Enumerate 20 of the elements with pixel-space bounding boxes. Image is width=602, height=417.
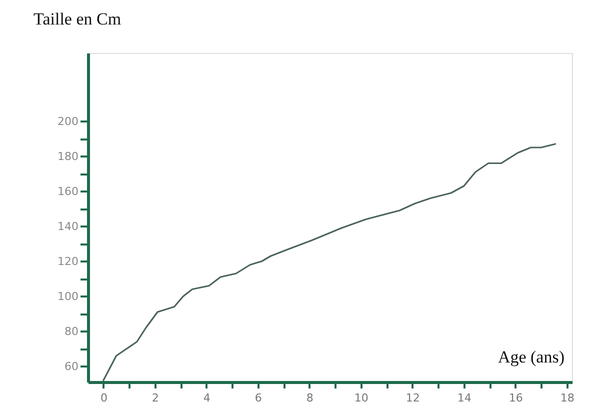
y-tick-label: 160	[58, 184, 78, 198]
x-tick-label: 4	[203, 392, 210, 404]
x-tick-label: 18	[560, 392, 574, 404]
y-tick-label: 60	[64, 360, 78, 373]
y-tick-label: 180	[58, 150, 78, 163]
y-axis-title: Taille en Cm	[34, 10, 122, 28]
x-tick-label: 0	[100, 392, 108, 404]
x-tick-label: 8	[306, 392, 314, 404]
y-tick-label: 200	[58, 114, 78, 128]
x-tick-label: 6	[254, 392, 262, 404]
x-axis-title: Age (ans)	[498, 348, 564, 366]
y-tick-label: 80	[64, 324, 78, 338]
x-tick-label: 16	[508, 392, 523, 404]
y-tick-label: 120	[58, 254, 78, 268]
y-tick-label: 100	[58, 290, 78, 303]
x-tick-label: 14	[457, 392, 472, 404]
x-tick-label: 2	[152, 392, 159, 404]
x-tick-label: 12	[406, 392, 420, 404]
x-tick-label: 10	[354, 392, 368, 404]
y-tick-label: 140	[58, 220, 78, 233]
